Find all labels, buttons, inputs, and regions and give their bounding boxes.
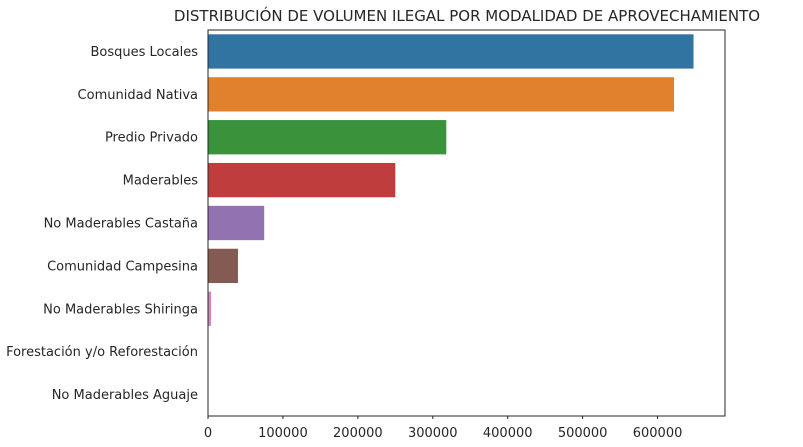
category-label: No Maderables Aguaje (52, 388, 198, 403)
category-labels: Bosques Locales Comunidad Nativa Predio Pr… (6, 45, 198, 403)
bars-group (208, 34, 694, 326)
bar-comunidad-campesina (208, 248, 238, 284)
category-label: Comunidad Campesina (47, 259, 198, 274)
x-tick-label: 500000 (558, 426, 608, 441)
bar-bosques-locales (208, 34, 694, 69)
category-label: Predio Privado (105, 131, 198, 146)
category-label: Comunidad Nativa (78, 88, 198, 103)
bar-predio-privado (208, 120, 447, 155)
category-label: No Maderables Castaña (44, 217, 198, 232)
x-tick-label: 400000 (483, 426, 533, 441)
bar-maderables (208, 162, 396, 198)
category-label: Forestación y/o Reforestación (6, 345, 198, 360)
x-tick-label: 100000 (258, 426, 308, 441)
x-tick-label: 600000 (633, 426, 683, 441)
x-tick-label: 200000 (333, 426, 383, 441)
category-label: No Maderables Shiringa (43, 302, 198, 317)
category-label: Maderables (123, 174, 199, 189)
category-label: Bosques Locales (90, 45, 198, 60)
x-axis-ticks: 0 100000 200000 300000 400000 500000 600000 (204, 416, 683, 441)
bar-no-maderables-shiringa (208, 291, 211, 326)
chart-title: DISTRIBUCIÓN DE VOLUMEN ILEGAL POR MODAL… (174, 6, 760, 25)
plot-frame (207, 29, 726, 417)
x-tick-label: 0 (204, 426, 212, 441)
x-tick-label: 300000 (408, 426, 458, 441)
bar-no-maderables-casta-a (208, 205, 265, 241)
bar-comunidad-nativa (208, 77, 675, 112)
